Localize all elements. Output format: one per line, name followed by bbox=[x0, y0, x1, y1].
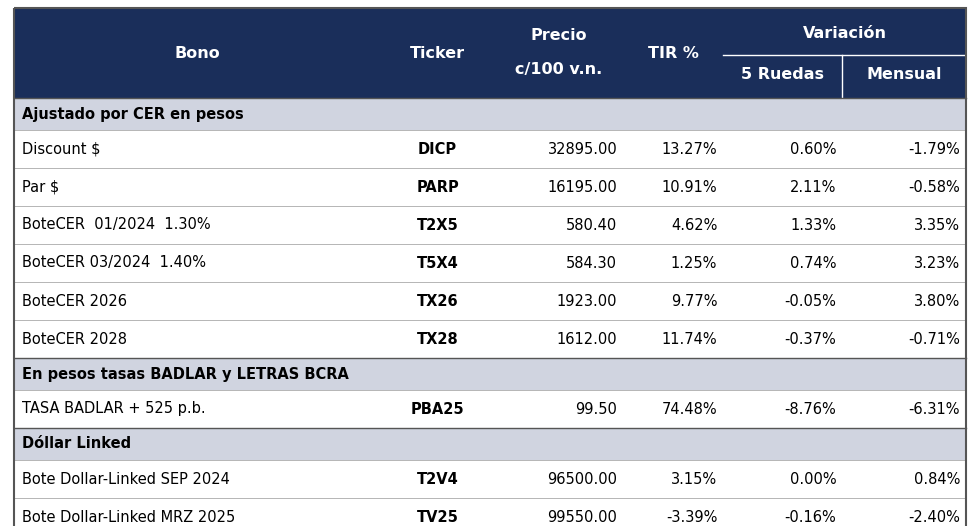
Text: c/100 v.n.: c/100 v.n. bbox=[515, 62, 603, 77]
Text: -0.16%: -0.16% bbox=[784, 510, 836, 524]
Bar bbox=[14, 282, 966, 320]
Text: -8.76%: -8.76% bbox=[784, 401, 836, 417]
Text: 3.80%: 3.80% bbox=[913, 294, 960, 309]
Bar bbox=[14, 168, 966, 206]
Text: 584.30: 584.30 bbox=[566, 256, 617, 270]
Text: Discount $: Discount $ bbox=[22, 141, 101, 157]
Text: 1.25%: 1.25% bbox=[671, 256, 717, 270]
Text: 32895.00: 32895.00 bbox=[548, 141, 617, 157]
Bar bbox=[14, 8, 966, 98]
Text: 10.91%: 10.91% bbox=[662, 179, 717, 195]
Text: 0.60%: 0.60% bbox=[790, 141, 836, 157]
Text: Precio: Precio bbox=[531, 27, 587, 43]
Text: BoteCER 03/2024  1.40%: BoteCER 03/2024 1.40% bbox=[22, 256, 206, 270]
Text: 3.15%: 3.15% bbox=[671, 471, 717, 487]
Text: TX26: TX26 bbox=[416, 294, 459, 309]
Text: TIR %: TIR % bbox=[648, 46, 699, 60]
Text: T2V4: T2V4 bbox=[416, 471, 459, 487]
Text: -0.71%: -0.71% bbox=[908, 331, 960, 347]
Bar bbox=[14, 98, 966, 130]
Text: 99.50: 99.50 bbox=[575, 401, 617, 417]
Text: 96500.00: 96500.00 bbox=[547, 471, 617, 487]
Text: 0.74%: 0.74% bbox=[790, 256, 836, 270]
Text: Par $: Par $ bbox=[22, 179, 59, 195]
Text: 9.77%: 9.77% bbox=[670, 294, 717, 309]
Text: -1.79%: -1.79% bbox=[908, 141, 960, 157]
Text: 74.48%: 74.48% bbox=[662, 401, 717, 417]
Text: 4.62%: 4.62% bbox=[671, 217, 717, 232]
Bar bbox=[14, 390, 966, 428]
Text: TASA BADLAR + 525 p.b.: TASA BADLAR + 525 p.b. bbox=[22, 401, 206, 417]
Text: DICP: DICP bbox=[418, 141, 458, 157]
Text: BoteCER 2028: BoteCER 2028 bbox=[22, 331, 127, 347]
Bar bbox=[14, 428, 966, 460]
Text: 5 Ruedas: 5 Ruedas bbox=[741, 67, 824, 82]
Bar bbox=[14, 206, 966, 244]
Text: BoteCER 2026: BoteCER 2026 bbox=[22, 294, 127, 309]
Bar bbox=[14, 358, 966, 390]
Text: En pesos tasas BADLAR y LETRAS BCRA: En pesos tasas BADLAR y LETRAS BCRA bbox=[22, 367, 349, 381]
Text: 1923.00: 1923.00 bbox=[557, 294, 617, 309]
Text: Bote Dollar-Linked SEP 2024: Bote Dollar-Linked SEP 2024 bbox=[22, 471, 230, 487]
Text: -0.37%: -0.37% bbox=[784, 331, 836, 347]
Text: 16195.00: 16195.00 bbox=[548, 179, 617, 195]
Text: TX28: TX28 bbox=[416, 331, 459, 347]
Text: 0.84%: 0.84% bbox=[913, 471, 960, 487]
Bar bbox=[14, 498, 966, 526]
Text: 3.35%: 3.35% bbox=[914, 217, 960, 232]
Text: T2X5: T2X5 bbox=[416, 217, 459, 232]
Text: -2.40%: -2.40% bbox=[908, 510, 960, 524]
Text: Ticker: Ticker bbox=[410, 46, 466, 60]
Text: Variación: Variación bbox=[803, 26, 887, 41]
Text: Ajustado por CER en pesos: Ajustado por CER en pesos bbox=[22, 106, 244, 122]
Text: PBA25: PBA25 bbox=[411, 401, 465, 417]
Text: Bote Dollar-Linked MRZ 2025: Bote Dollar-Linked MRZ 2025 bbox=[22, 510, 235, 524]
Text: 13.27%: 13.27% bbox=[662, 141, 717, 157]
Text: 99550.00: 99550.00 bbox=[548, 510, 617, 524]
Bar bbox=[14, 130, 966, 168]
Text: 11.74%: 11.74% bbox=[662, 331, 717, 347]
Text: Mensual: Mensual bbox=[866, 67, 942, 82]
Text: 2.11%: 2.11% bbox=[790, 179, 836, 195]
Bar bbox=[14, 244, 966, 282]
Text: -3.39%: -3.39% bbox=[665, 510, 717, 524]
Text: 3.23%: 3.23% bbox=[914, 256, 960, 270]
Text: T5X4: T5X4 bbox=[416, 256, 459, 270]
Text: PARP: PARP bbox=[416, 179, 459, 195]
Text: -0.05%: -0.05% bbox=[784, 294, 836, 309]
Text: -0.58%: -0.58% bbox=[908, 179, 960, 195]
Text: Dóllar Linked: Dóllar Linked bbox=[22, 437, 131, 451]
Bar bbox=[14, 460, 966, 498]
Text: 0.00%: 0.00% bbox=[790, 471, 836, 487]
Text: 580.40: 580.40 bbox=[566, 217, 617, 232]
Text: Bono: Bono bbox=[174, 46, 220, 60]
Text: TV25: TV25 bbox=[416, 510, 459, 524]
Bar bbox=[14, 320, 966, 358]
Text: BoteCER  01/2024  1.30%: BoteCER 01/2024 1.30% bbox=[22, 217, 211, 232]
Text: 1.33%: 1.33% bbox=[790, 217, 836, 232]
Text: 1612.00: 1612.00 bbox=[557, 331, 617, 347]
Text: -6.31%: -6.31% bbox=[908, 401, 960, 417]
